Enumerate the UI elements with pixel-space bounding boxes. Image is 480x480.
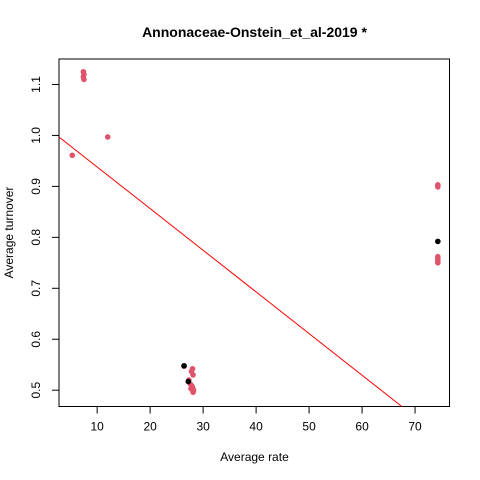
data-point [104,134,111,140]
y-tick-label: 0.7 [29,280,43,297]
data-point-highlight [435,238,441,245]
data-point-highlight [185,378,192,385]
y-tick-label: 0.5 [29,382,43,399]
y-axis-label: Average turnover [2,187,16,279]
x-tick-label: 30 [196,420,210,434]
x-tick-label: 40 [249,420,263,434]
data-point-highlight [181,362,187,369]
data-point [435,260,441,266]
y-tick-label: 0.8 [29,229,43,246]
x-tick-label: 70 [408,420,422,434]
y-tick-label: 0.6 [29,331,43,348]
chart-title: Annonaceae-Onstein_et_al-2019 * [142,24,367,40]
data-point [81,76,87,83]
trend-layer [59,136,403,407]
y-tick-label: 1.0 [29,127,43,144]
x-axis: 10 20 30 40 50 60 70 [90,406,422,434]
data-point [188,385,194,392]
y-tick-label: 0.9 [29,178,43,195]
trend-line [59,136,403,407]
y-tick-label: 1.1 [29,76,43,93]
data-point [69,152,76,159]
x-axis-label: Average rate [220,450,289,464]
y-axis: 0.5 0.6 0.7 0.8 0.9 1.0 1.1 [29,76,59,399]
x-tick-label: 50 [302,420,316,434]
plot-frame [58,58,450,407]
data-point [435,184,441,190]
points-layer [69,68,441,396]
x-tick-label: 20 [143,420,157,434]
x-tick-label: 10 [90,420,104,434]
x-tick-label: 60 [355,420,369,434]
data-point [190,372,196,378]
